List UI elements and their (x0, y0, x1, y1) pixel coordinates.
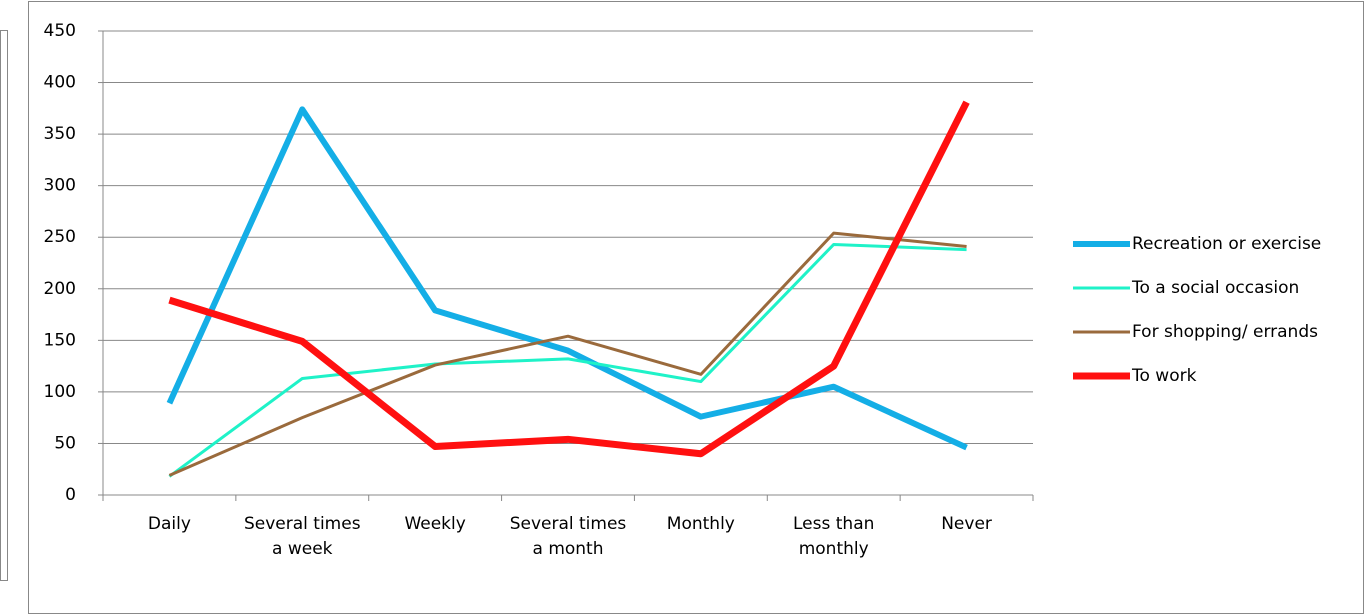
x-tick-label: Several times a week (243, 514, 361, 559)
x-tick-label: Several times a month (509, 514, 627, 559)
side-frame (0, 30, 8, 581)
series-line (168, 242, 967, 478)
series-line (168, 100, 970, 458)
y-tick-label: 200 (44, 279, 76, 299)
series-line (166, 106, 968, 451)
x-tick-label: Never (941, 514, 992, 534)
legend-label: For shopping/ errands (1132, 322, 1318, 342)
x-tick-label: Daily (147, 514, 191, 534)
y-tick-label: 300 (44, 176, 76, 196)
y-tick-label: 0 (65, 485, 76, 505)
x-tick-label: Monthly (666, 514, 735, 534)
y-tick-label: 50 (54, 433, 76, 453)
legend-label: To a social occasion (1131, 278, 1299, 298)
y-tick-label: 150 (44, 330, 76, 350)
y-tick-label: 400 (44, 73, 76, 93)
chart-frame (28, 1, 1364, 614)
legend-label: To work (1131, 366, 1197, 386)
x-tick-label: Less than monthly (793, 514, 875, 559)
x-tick-label: Weekly (404, 514, 466, 534)
series-line (168, 231, 967, 477)
y-tick-label: 450 (44, 21, 76, 41)
y-tick-label: 350 (44, 124, 76, 144)
legend-label: Recreation or exercise (1132, 234, 1321, 254)
y-tick-label: 250 (44, 227, 76, 247)
y-tick-label: 100 (44, 382, 76, 402)
